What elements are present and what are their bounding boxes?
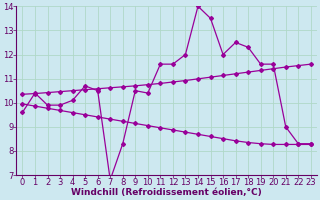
X-axis label: Windchill (Refroidissement éolien,°C): Windchill (Refroidissement éolien,°C) <box>71 188 262 197</box>
